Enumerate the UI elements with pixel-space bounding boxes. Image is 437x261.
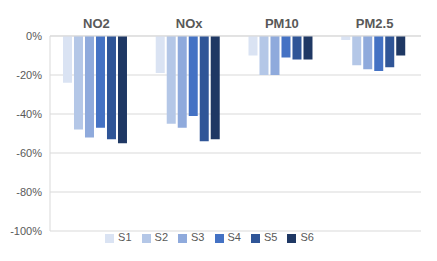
html-text:S3: S3 [191, 231, 205, 243]
svg-text:-40%: -40% [16, 108, 42, 120]
html-text:S5: S5 [264, 231, 278, 243]
html-text:S6: S6 [300, 231, 314, 243]
svg-text:0%: 0% [26, 30, 42, 42]
svg-text:-100%: -100% [10, 225, 42, 237]
svg-text:-80%: -80% [16, 186, 42, 198]
svg-text:PM10: PM10 [265, 16, 299, 31]
html-text:S1: S1 [118, 231, 132, 243]
svg-text:-60%: -60% [16, 147, 42, 159]
svg-text:PM2.5: PM2.5 [356, 16, 394, 31]
svg-text:NOx: NOx [176, 16, 204, 31]
svg-text:NO2: NO2 [83, 16, 110, 31]
html-text:S4: S4 [227, 231, 241, 243]
svg-text:-20%: -20% [16, 69, 42, 81]
html-text:S2: S2 [154, 231, 168, 243]
